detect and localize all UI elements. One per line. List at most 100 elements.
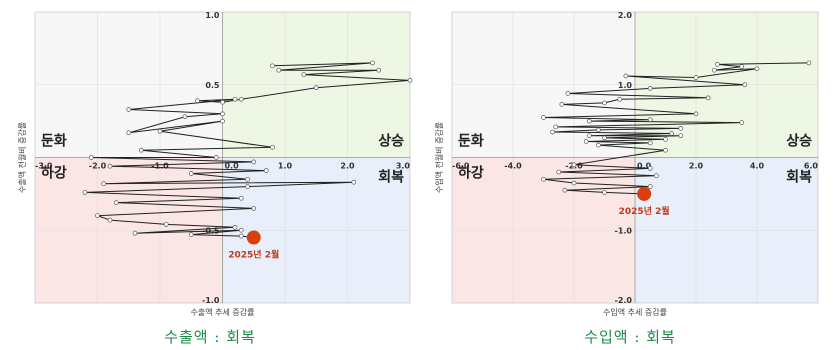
import-chart-caption: 수입액 : 회복 [420,326,840,347]
data-point [715,62,719,66]
data-point [271,64,275,68]
y-tick-label: 1.0 [205,11,220,20]
data-point [648,86,652,90]
export-chart-panel: -3.0 -2.0 -1.0 0.0 1.0 2.0 3.0 1.0 0.5 -0.5 -1.0 둔화… [0,0,420,350]
y-tick-label: 0.5 [205,81,220,90]
export-chart-svg: -3.0 -2.0 -1.0 0.0 1.0 2.0 3.01.00.5-0.5-1.0둔화… [0,0,420,320]
x-tick-label: 2.0 [689,162,704,171]
data-point [264,169,268,173]
data-point [127,131,131,135]
data-point [560,102,564,106]
quadrant-label-recovery: 회복 [786,170,812,186]
y-tick-label: 2.0 [618,11,633,20]
data-point [139,148,143,152]
data-point [603,101,607,105]
x-tick-label: 1.0 [278,162,293,171]
y-axis-title: 수출액 전월비 증감률 [17,122,27,193]
data-point [83,190,87,194]
data-point [743,83,747,87]
y-tick-label: 1.0 [618,81,633,90]
data-point [108,164,112,168]
data-point [648,166,652,170]
data-point [755,67,759,71]
x-axis-title: 수입액 추세 증감률 [603,307,667,317]
data-point [246,177,250,181]
data-point [214,156,218,160]
data-point [572,163,576,167]
data-point [158,129,162,133]
y-tick-label: -2.0 [615,296,633,305]
data-point [189,233,193,237]
data-point [277,68,281,72]
data-point [670,131,674,135]
data-point [557,170,561,174]
data-point [108,218,112,222]
data-point [189,172,193,176]
import-chart-panel: -6.0-4.0-2.00.02.04.06.02.01.0-1.0-2.0둔화… [420,0,840,350]
x-tick-label: -1.0 [151,162,169,171]
quadrant-label-rise: 상승 [786,134,812,150]
data-point [252,160,256,164]
data-point [221,100,225,104]
data-point [271,145,275,149]
data-point [679,126,683,130]
highlight-point [247,231,261,245]
quadrant-label-recovery: 회복 [378,170,404,186]
data-point [314,86,318,90]
x-tick-label: -4.0 [504,162,522,171]
y-axis-title: 수입액 전월비 증감률 [434,122,444,193]
x-axis-title: 수출액 추세 증감률 [191,307,255,317]
data-point [133,231,137,235]
data-point [584,139,588,143]
data-point [239,196,243,200]
highlight-label: 2025년 2월 [228,249,279,261]
data-point [246,185,250,189]
data-point [221,119,225,123]
y-tick-label: -1.0 [202,296,220,305]
data-point [377,68,381,72]
data-point [596,143,600,147]
data-point [551,130,555,134]
data-point [127,107,131,111]
data-point [706,96,710,100]
data-point [694,75,698,79]
highlight-point [637,187,651,201]
data-point [114,201,118,205]
data-point [563,188,567,192]
data-point [554,125,558,129]
x-tick-label: -2.0 [89,162,107,171]
data-point [542,177,546,181]
highlight-label: 2025년 2월 [619,205,670,217]
data-point [221,112,225,116]
data-point [302,73,306,77]
quadrant-label-decline: 하강 [458,165,484,182]
x-tick-label: 4.0 [750,162,765,171]
data-point [618,97,622,101]
data-point [233,97,237,101]
data-point [371,61,375,65]
data-point [596,128,600,132]
data-point [239,234,243,238]
data-point [740,121,744,125]
data-point [694,112,698,116]
data-point [654,174,658,178]
export-chart-caption: 수출액 : 회복 [0,326,420,347]
data-point [603,190,607,194]
quadrant-label-slowdown: 둔화 [458,134,484,150]
data-point [624,74,628,78]
quadrant-label-slowdown: 둔화 [41,134,67,150]
data-point [542,115,546,119]
data-point [712,68,716,72]
import-chart-svg: -6.0-4.0-2.00.02.04.06.02.01.0-1.0-2.0둔화… [420,0,840,320]
data-point [239,97,243,101]
data-point [566,91,570,95]
data-point [89,156,93,160]
data-point [648,141,652,145]
data-point [664,148,668,152]
data-point [664,137,668,141]
x-tick-label: 2.0 [340,162,355,171]
data-point [740,65,744,69]
data-point [164,222,168,226]
quadrant-label-decline: 하강 [41,165,67,182]
data-point [239,228,243,232]
